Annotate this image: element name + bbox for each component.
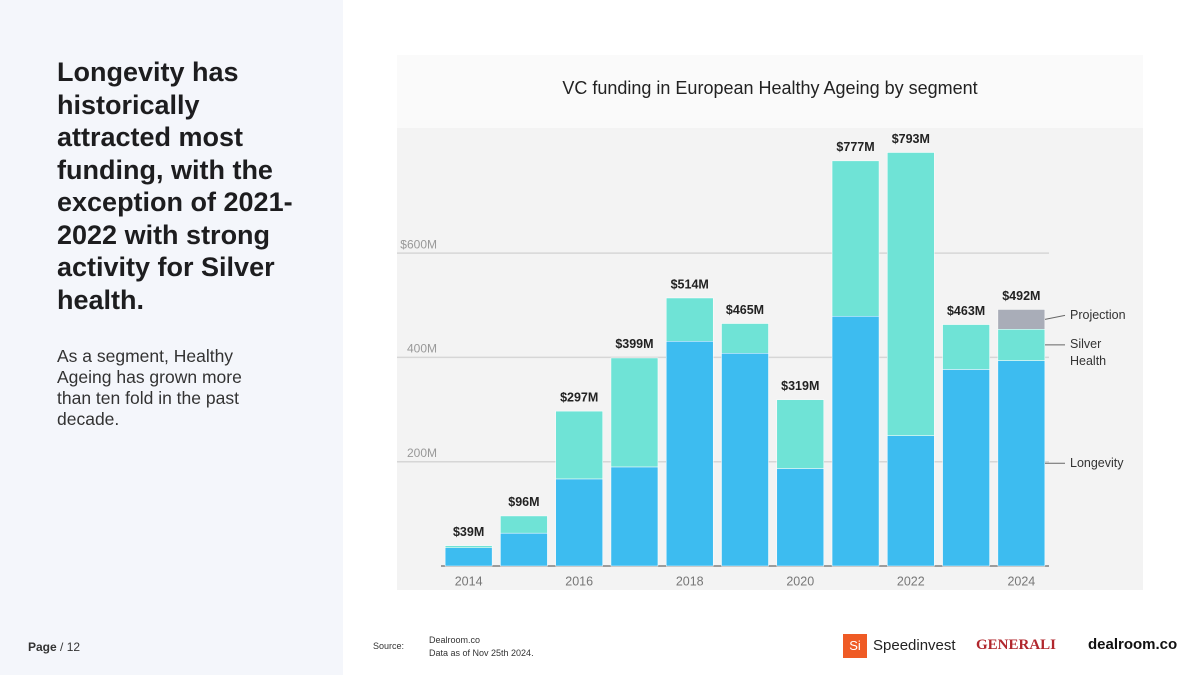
bar-segment — [776, 399, 825, 469]
bar-segment — [831, 160, 880, 317]
legend-leader — [1044, 314, 1066, 320]
x-tick-label: 2016 — [565, 574, 593, 588]
y-tick-label: 200M — [407, 446, 437, 460]
bar-segment — [776, 468, 825, 567]
bar-segment — [500, 515, 548, 534]
y-tick-label: $600M — [400, 237, 437, 251]
total-label: $319M — [781, 379, 819, 393]
bar-segment — [665, 297, 714, 342]
page-label: Page — [28, 640, 57, 654]
bar-segment — [500, 532, 548, 567]
x-tick-label: 2024 — [1007, 574, 1035, 588]
y-tick-label: 400M — [407, 342, 437, 356]
bar-segment — [887, 435, 935, 567]
bar-segment — [610, 466, 659, 567]
logo: Speedinvest — [873, 637, 956, 654]
source-label: Source: — [373, 641, 405, 651]
chart-title: VC funding in European Healthy Ageing by… — [562, 78, 977, 98]
total-label: $514M — [671, 277, 709, 291]
x-tick-label: 2022 — [897, 574, 925, 588]
bar-segment — [610, 357, 659, 468]
legend-label: Longevity — [1070, 455, 1124, 470]
bar-segment — [555, 410, 603, 480]
x-tick-label: 2018 — [676, 574, 704, 588]
bar-segment — [997, 329, 1046, 361]
total-label: $399M — [615, 337, 653, 351]
total-label: $96M — [508, 495, 539, 509]
bar-segment — [721, 323, 769, 354]
total-label: $793M — [892, 132, 930, 146]
page-number: Page / 12 — [28, 640, 80, 654]
heading: Longevity has historically attracted mos… — [57, 57, 293, 315]
source-date: Data as of Nov 25th 2024. — [429, 648, 534, 658]
total-label: $297M — [560, 390, 598, 404]
bar-segment — [942, 324, 990, 370]
bar-segment — [444, 547, 493, 567]
logo: dealroom.co — [1088, 636, 1178, 653]
legend-label: Projection — [1070, 307, 1126, 322]
side-panel — [0, 0, 343, 675]
total-label: $777M — [836, 140, 874, 154]
total-label: $463M — [947, 304, 985, 318]
source-info: Dealroom.co Data as of Nov 25th 2024. — [429, 634, 534, 660]
bar-segment — [555, 478, 603, 567]
x-tick-label: 2020 — [786, 574, 814, 588]
bar-segment — [665, 341, 714, 567]
logo: Si — [843, 634, 867, 658]
logo: GENERALI — [976, 637, 1057, 653]
total-label: $39M — [453, 525, 484, 539]
page-count: / 12 — [60, 640, 81, 654]
bar-segment — [721, 353, 769, 567]
total-label: $465M — [726, 303, 764, 317]
bar-segment — [831, 315, 880, 567]
bar-segment — [997, 360, 1046, 567]
legend-label: Silver Health — [1070, 337, 1107, 369]
bar-segment — [444, 545, 493, 549]
bar-segment — [997, 309, 1046, 330]
body-text: As a segment, Healthy Ageing has grown m… — [57, 346, 242, 429]
source-name: Dealroom.co — [429, 635, 481, 645]
bar-segment — [887, 152, 935, 436]
bar-segment — [942, 369, 990, 567]
x-tick-label: 2014 — [455, 574, 483, 588]
total-label: $492M — [1002, 289, 1040, 303]
